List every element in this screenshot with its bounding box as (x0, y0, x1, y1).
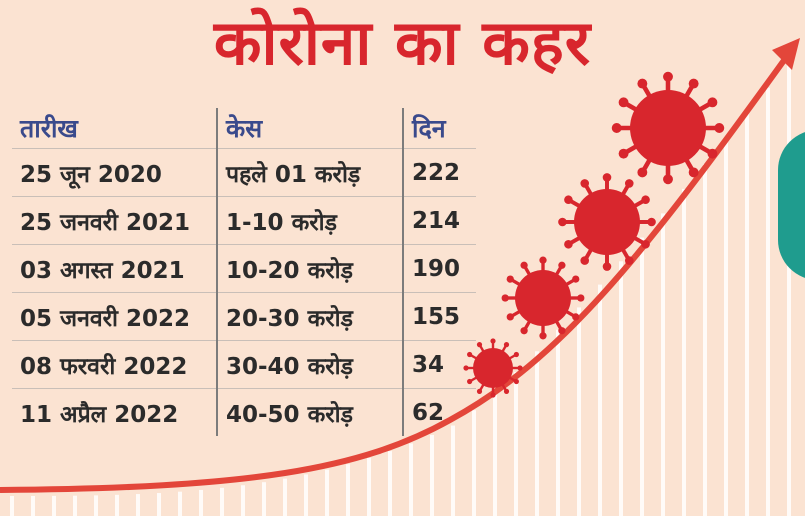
header-cases: केस (216, 108, 403, 149)
background-bar (430, 434, 434, 516)
background-bar (115, 494, 119, 516)
background-bar (241, 485, 245, 516)
background-bar (388, 451, 392, 516)
cell-date: 25 जनवरी 2021 (12, 196, 217, 245)
virus-icon (558, 173, 656, 271)
background-bar (682, 188, 686, 516)
background-bar (577, 307, 581, 516)
corona-cases-table: तारीख केस दिन 25 जून 2020 पहले 01 करोड़ … (12, 108, 476, 436)
cell-date: 05 जनवरी 2022 (12, 292, 217, 341)
background-bar (157, 493, 161, 516)
cell-days: 214 (402, 196, 476, 245)
background-bar (598, 284, 602, 516)
background-bar (346, 464, 350, 516)
header-days: दिन (402, 108, 476, 149)
background-bar (367, 458, 371, 516)
background-bar (493, 391, 497, 516)
table-row: 11 अप्रैल 2022 40-50 करोड़ 62 (12, 388, 476, 436)
background-bar (640, 237, 644, 516)
cell-cases: 1-10 करोड़ (216, 196, 403, 245)
teal-figure-edge (778, 130, 805, 280)
virus-icon (501, 256, 585, 340)
background-bar (325, 469, 329, 516)
cell-days: 222 (402, 148, 476, 197)
cell-date: 11 अप्रैल 2022 (12, 388, 217, 436)
virus-group (463, 71, 725, 398)
virus-icon (611, 71, 725, 185)
headline: कोरोना का कहर (213, 6, 592, 79)
background-bar (766, 87, 770, 516)
background-bar (199, 489, 203, 516)
table-header-row: तारीख केस दिन (12, 108, 476, 149)
cell-days: 155 (402, 292, 476, 341)
background-bar (136, 494, 140, 516)
background-bar (220, 487, 224, 516)
cell-cases: 20-30 करोड़ (216, 292, 403, 341)
cell-cases: पहले 01 करोड़ (216, 148, 403, 197)
cell-cases: 10-20 करोड़ (216, 244, 403, 293)
background-bar (619, 261, 623, 516)
cell-cases: 40-50 करोड़ (216, 388, 403, 436)
background-bar (283, 478, 287, 516)
background-bar (94, 495, 98, 516)
background-bar (304, 474, 308, 516)
background-bar (451, 425, 455, 516)
background-bar (724, 138, 728, 516)
background-bar (472, 410, 476, 516)
cell-days: 34 (402, 340, 476, 389)
background-bar (262, 482, 266, 516)
table-row: 05 जनवरी 2022 20-30 करोड़ 155 (12, 292, 476, 341)
cell-date: 03 अगस्त 2021 (12, 244, 217, 293)
background-bar (178, 491, 182, 516)
virus-icon (463, 338, 523, 398)
header-date: तारीख (20, 114, 78, 143)
rising-bars (10, 61, 791, 516)
background-bar (514, 372, 518, 516)
table-row: 25 जून 2020 पहले 01 करोड़ 222 (12, 148, 476, 197)
cell-date: 08 फरवरी 2022 (12, 340, 217, 389)
background-bar (703, 164, 707, 516)
cell-date: 25 जून 2020 (12, 148, 217, 197)
table-row: 08 फरवरी 2022 30-40 करोड़ 34 (12, 340, 476, 389)
background-bar (73, 495, 77, 516)
background-bar (556, 329, 560, 516)
table-row: 03 अगस्त 2021 10-20 करोड़ 190 (12, 244, 476, 293)
background-bar (52, 495, 56, 516)
cell-cases: 30-40 करोड़ (216, 340, 403, 389)
cell-days: 190 (402, 244, 476, 293)
background-bar (787, 61, 791, 516)
background-bar (535, 351, 539, 516)
trend-arrow-icon (772, 38, 800, 70)
background-bar (661, 213, 665, 516)
background-bar (31, 495, 35, 516)
table-row: 25 जनवरी 2021 1-10 करोड़ 214 (12, 196, 476, 245)
background-bar (10, 495, 14, 516)
background-bar (409, 443, 413, 516)
cell-days: 62 (402, 388, 476, 436)
background-bar (745, 113, 749, 516)
